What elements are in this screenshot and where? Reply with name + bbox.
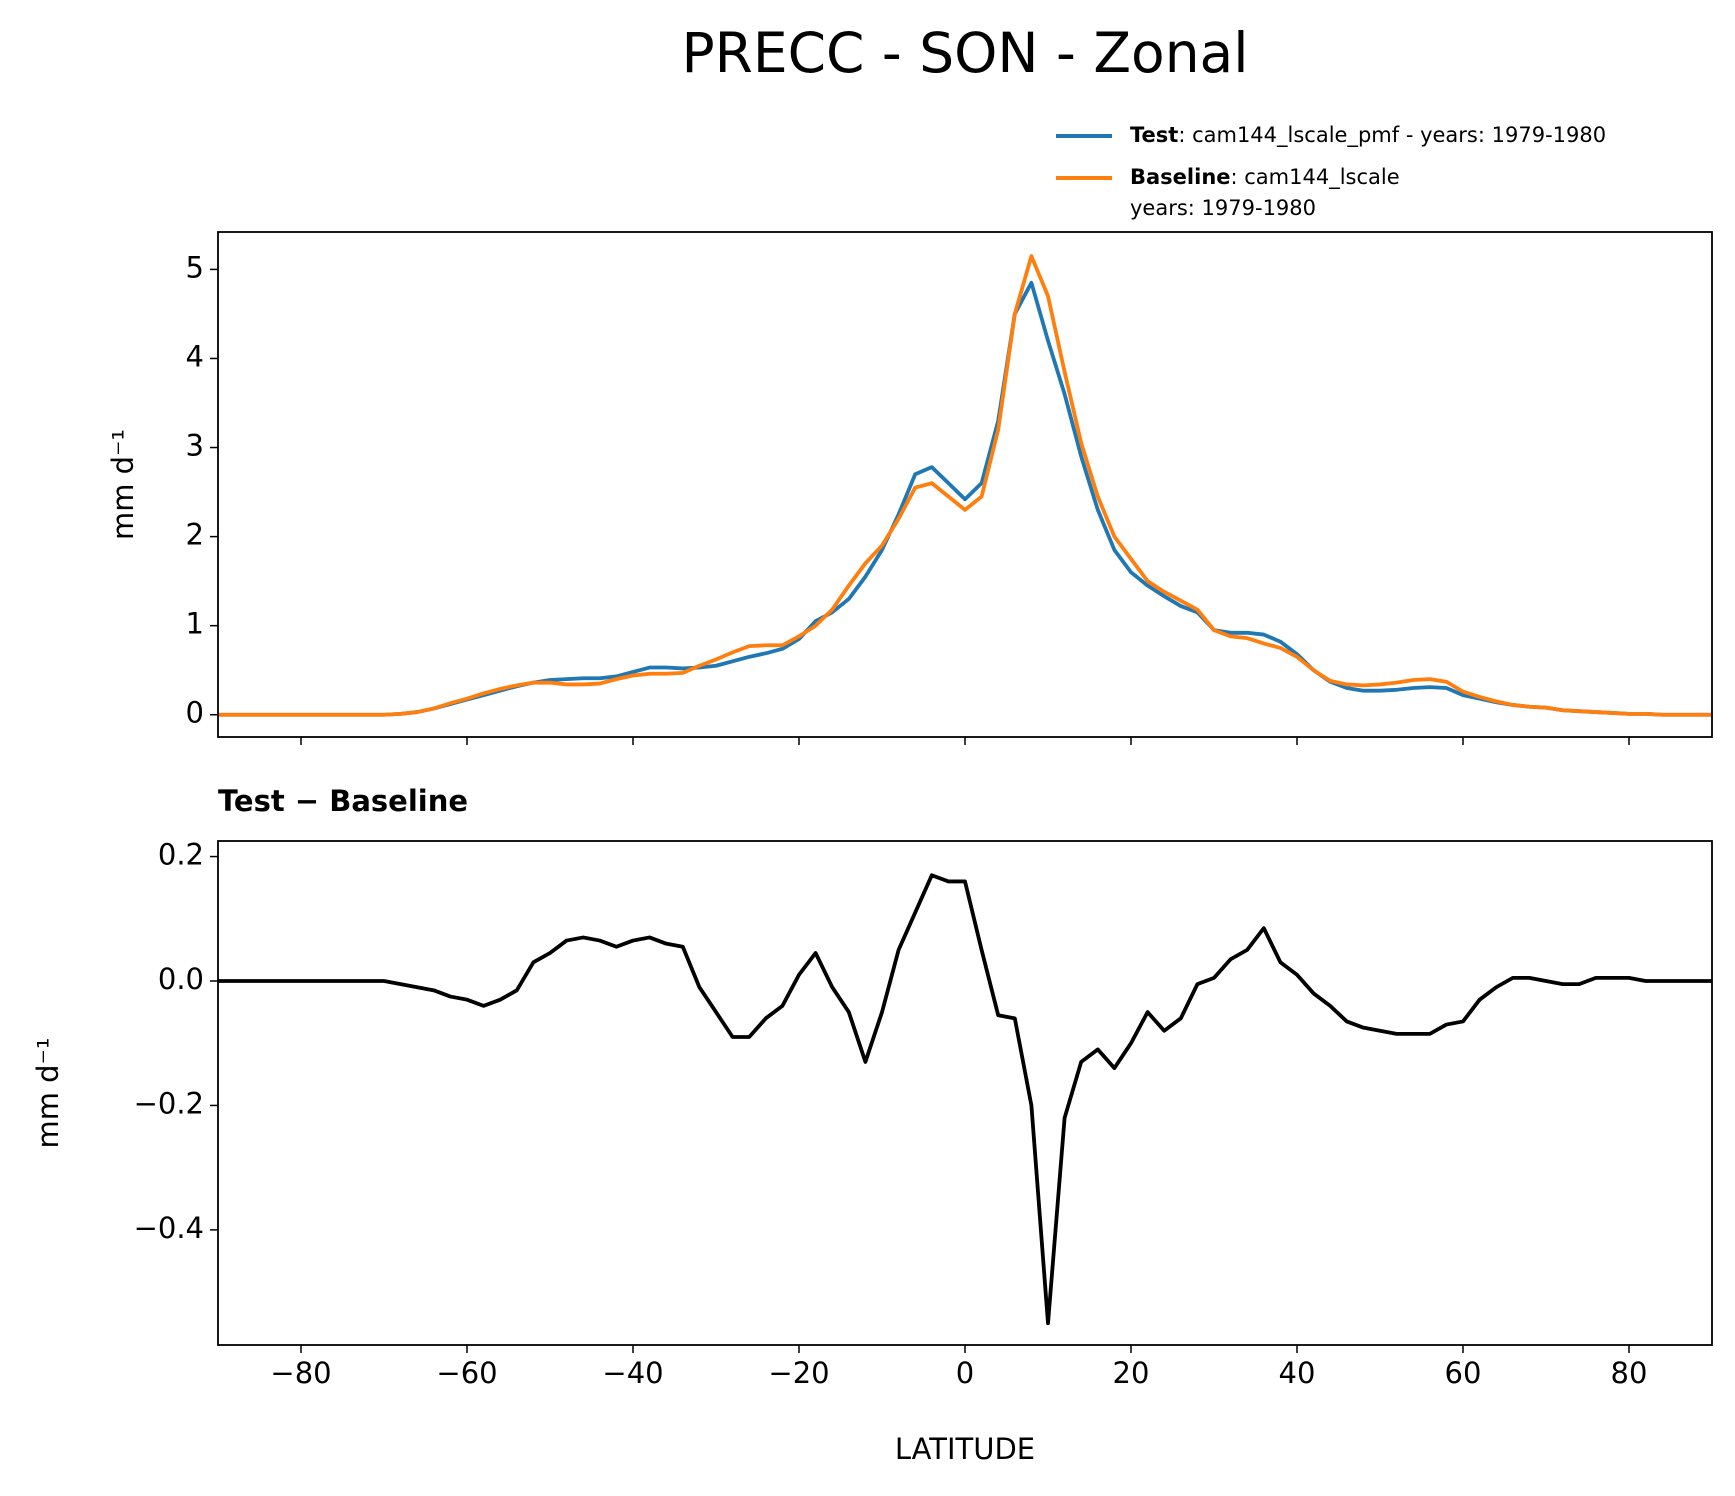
data-line	[218, 873, 1712, 1326]
x-axis-label: LATITUDE	[895, 1432, 1035, 1466]
y-tick-label: 4	[186, 339, 204, 373]
legend-label: years: 1979-1980	[1130, 196, 1316, 220]
y-axis-label: mm d⁻¹	[31, 1037, 65, 1148]
plot-area	[218, 254, 1712, 717]
data-line	[218, 254, 1712, 717]
legend-text: : cam144_lscale_pmf - years: 1979-1980	[1178, 123, 1606, 148]
legend-name: Test	[1130, 123, 1178, 147]
legend-name: Baseline	[1130, 165, 1231, 189]
legend-text: : cam144_lscale	[1231, 165, 1400, 190]
y-tick-label: 1	[186, 607, 204, 641]
x-tick-label: 0	[956, 1356, 974, 1390]
x-tick-label: −60	[436, 1356, 497, 1390]
y-tick-label: −0.4	[134, 1211, 204, 1245]
x-tick-label: 60	[1445, 1356, 1482, 1390]
legend-text: years: 1979-1980	[1130, 196, 1316, 220]
y-tick-label: 0	[186, 696, 204, 730]
plot-area	[218, 873, 1712, 1326]
y-axis-label: mm d⁻¹	[106, 429, 140, 540]
x-tick-label: −20	[768, 1356, 829, 1390]
figure-title: PRECC - SON - Zonal	[681, 21, 1248, 85]
axes-frame	[217, 231, 1713, 738]
legend-label: Baseline: cam144_lscale	[1130, 165, 1400, 190]
y-tick-label: −0.2	[134, 1086, 204, 1120]
subplot-title: Test − Baseline	[218, 784, 468, 818]
y-tick-label: 3	[186, 429, 204, 463]
x-tick-label: 40	[1279, 1356, 1316, 1390]
y-tick-label: 5	[186, 250, 204, 284]
y-tick-label: 0.0	[158, 962, 204, 996]
x-tick-label: 20	[1113, 1356, 1150, 1390]
x-tick-label: −80	[270, 1356, 331, 1390]
legend-label: Test: cam144_lscale_pmf - years: 1979-19…	[1130, 123, 1606, 148]
axes-frame	[217, 840, 1713, 1346]
x-tick-label: −40	[602, 1356, 663, 1390]
y-tick-label: 0.2	[158, 838, 204, 872]
y-tick-label: 2	[186, 518, 204, 552]
x-tick-label: 80	[1611, 1356, 1648, 1390]
